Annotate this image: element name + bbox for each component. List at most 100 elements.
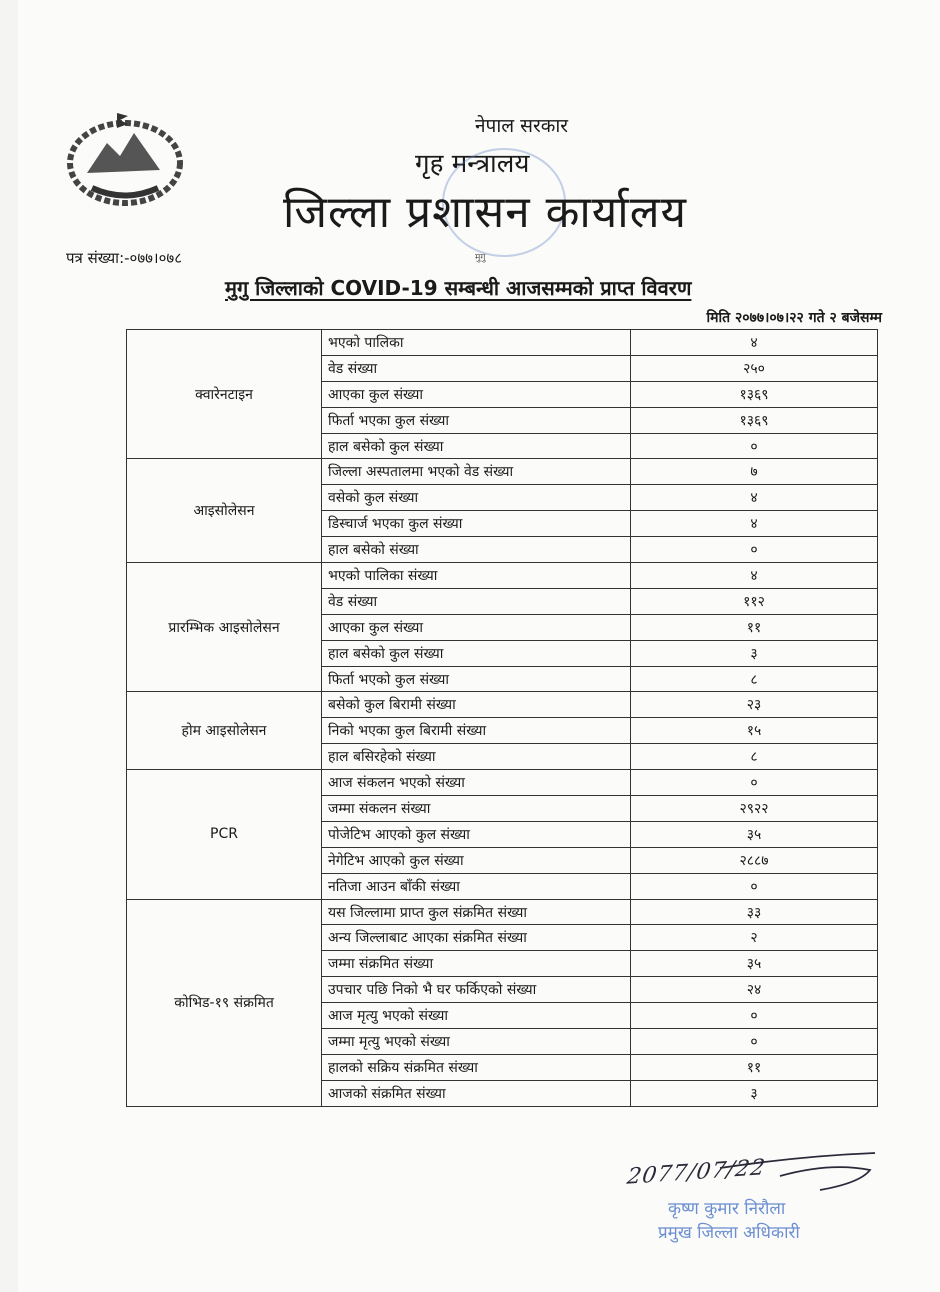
table-row: उपचार पछि निको भै घर फर्किएको संख्या २४ [127, 976, 878, 1004]
table-row: कोभिड-१९ संक्रमित यस जिल्लामा प्राप्त कुल… [126, 898, 878, 1107]
row-label: नतिजा आउन बाँकी संख्या [321, 872, 631, 900]
location-label: मुगु [475, 253, 486, 263]
row-value: ३५ [630, 950, 878, 978]
row-label: अन्य जिल्लाबाट आएका संक्रमित संख्या [321, 924, 631, 952]
table-row: अन्य जिल्लाबाट आएका संक्रमित संख्या २ [127, 924, 878, 952]
table-row: नतिजा आउन बाँकी संख्या ० [127, 872, 878, 900]
row-label: आज मृत्यु भएको संख्या [321, 1002, 631, 1030]
row-label: आजको संक्रमित संख्या [321, 1079, 631, 1107]
row-label: भएको पालिका [321, 329, 631, 356]
row-label: हाल बसिरहेको संख्या [321, 743, 631, 771]
signer-name: कृष्ण कुमार निरौला [668, 1199, 786, 1219]
row-label: आएका कुल संख्या [321, 380, 631, 408]
row-value: ० [630, 432, 878, 460]
table-row: आएका कुल संख्या १३६९ [127, 380, 878, 408]
document-title: मुगु जिल्लाको COVID-19 सम्बन्धी आजसम्मको… [225, 276, 692, 300]
row-label: आएका कुल संख्या [321, 613, 631, 641]
row-value: ७ [630, 458, 878, 486]
table-row: निको भएका कुल बिरामी संख्या १५ [127, 717, 878, 745]
office-name: जिल्ला प्रशासन कार्यालय [283, 187, 688, 238]
row-label: आज संकलन भएको संख्या [321, 769, 631, 797]
row-label: उपचार पछि निको भै घर फर्किएको संख्या [321, 976, 631, 1004]
row-label: हाल बसेको कुल संख्या [321, 639, 631, 667]
row-value: २ [630, 924, 878, 952]
category-cell: PCR [126, 769, 322, 900]
row-value: ३ [630, 639, 878, 667]
table-row: वेड संख्या ११२ [127, 587, 878, 615]
covid-status-table: क्वारेनटाइन भएको पालिका ४ वेड संख्या २५० आएका… [126, 328, 878, 1107]
row-value: १३६९ [630, 406, 878, 434]
table-row: आज मृत्यु भएको संख्या ० [127, 1002, 878, 1030]
row-label: जम्मा मृत्यु भएको संख्या [321, 1028, 631, 1055]
row-value: ० [630, 769, 878, 797]
table-row: आइसोलेसन जिल्ला अस्पतालमा भएको वेड संख्या… [126, 458, 878, 564]
row-label: जम्मा संकलन संख्या [321, 795, 631, 822]
category-cell: कोभिड-१९ संक्रमित [126, 898, 322, 1107]
row-value: ० [630, 536, 878, 564]
table-row: प्रारम्भिक आइसोलेसन भएको पालिका संख्या ४ [126, 562, 878, 693]
table-row: आएका कुल संख्या ११ [127, 613, 878, 641]
table-row: वेड संख्या २५० [127, 354, 878, 382]
table-row: फिर्ता भएका कुल संख्या १३६९ [127, 406, 878, 434]
table-row: क्वारेनटाइन भएको पालिका ४ [126, 328, 878, 460]
row-value: ३ [630, 1079, 878, 1107]
row-value: ३३ [630, 898, 878, 926]
row-value: ८ [630, 743, 878, 771]
row-value: ११२ [630, 587, 878, 615]
row-label: हाल बसेको संख्या [321, 536, 631, 564]
row-value: ० [630, 872, 878, 900]
row-label: हाल बसेको कुल संख्या [321, 432, 631, 460]
row-label: हालको सक्रिय संक्रमित संख्या [321, 1053, 631, 1081]
row-label: निको भएका कुल बिरामी संख्या [321, 717, 631, 745]
letter-number: पत्र संख्या:-०७७।०७८ [66, 249, 183, 267]
row-value: ० [630, 1002, 878, 1030]
row-label: यस जिल्लामा प्राप्त कुल संक्रमित संख्या [321, 898, 631, 926]
row-value: ३५ [630, 820, 878, 848]
table-row: हाल बसिरहेको संख्या ८ [127, 743, 878, 771]
row-value: १३६९ [630, 380, 878, 408]
table-row: होम आइसोलेसन बसेको कुल बिरामी संख्या २३ [126, 691, 878, 771]
row-value: २८८७ [630, 846, 878, 874]
table-row: आजको संक्रमित संख्या ३ [127, 1079, 878, 1107]
category-cell: आइसोलेसन [126, 458, 322, 564]
row-label: डिस्चार्ज भएका कुल संख्या [321, 510, 631, 538]
row-label: फिर्ता भएका कुल संख्या [321, 406, 631, 434]
handwritten-signature [719, 1152, 876, 1191]
category-cell: प्रारम्भिक आइसोलेसन [126, 562, 322, 693]
row-value: २३ [630, 691, 878, 719]
office-stamp [442, 148, 566, 257]
table-row: हाल बसेको संख्या ० [127, 536, 878, 564]
signer-title: प्रमुख जिल्ला अधिकारी [658, 1223, 800, 1243]
category-cell: क्वारेनटाइन [126, 328, 322, 460]
row-value: ११ [630, 1053, 878, 1081]
row-value: ४ [630, 329, 878, 356]
nepal-emblem-icon [67, 113, 183, 206]
table-row: हालको सक्रिय संक्रमित संख्या ११ [127, 1053, 878, 1081]
table-row: वसेको कुल संख्या ४ [127, 484, 878, 512]
table-row: जम्मा संकलन संख्या २९२२ [127, 795, 878, 822]
row-value: ४ [630, 510, 878, 538]
row-label: जिल्ला अस्पतालमा भएको वेड संख्या [321, 458, 631, 486]
row-value: ४ [630, 562, 878, 589]
row-label: बसेको कुल बिरामी संख्या [321, 691, 631, 719]
row-value: २९२२ [630, 795, 878, 822]
row-label: वेड संख्या [321, 354, 631, 382]
row-value: १५ [630, 717, 878, 745]
government-name: नेपाल सरकार [475, 115, 569, 137]
table-row: पोजेटिभ आएको कुल संख्या ३५ [127, 820, 878, 848]
row-label: पोजेटिभ आएको कुल संख्या [321, 820, 631, 848]
row-label: जम्मा संक्रमित संख्या [321, 950, 631, 978]
table-row: PCR आज संकलन भएको संख्या ० [126, 769, 878, 900]
row-value: ११ [630, 613, 878, 641]
category-cell: होम आइसोलेसन [126, 691, 322, 771]
row-value: ० [630, 1028, 878, 1055]
table-row: हाल बसेको कुल संख्या ० [127, 432, 878, 460]
report-date: मिति २०७७।०७।२२ गते २ बजेसम्म [706, 310, 883, 326]
row-value: २४ [630, 976, 878, 1004]
row-label: वेड संख्या [321, 587, 631, 615]
row-label: वसेको कुल संख्या [321, 484, 631, 512]
row-label: नेगेटिभ आएको कुल संख्या [321, 846, 631, 874]
row-value: ८ [630, 665, 878, 693]
row-value: ४ [630, 484, 878, 512]
row-label: भएको पालिका संख्या [321, 562, 631, 589]
